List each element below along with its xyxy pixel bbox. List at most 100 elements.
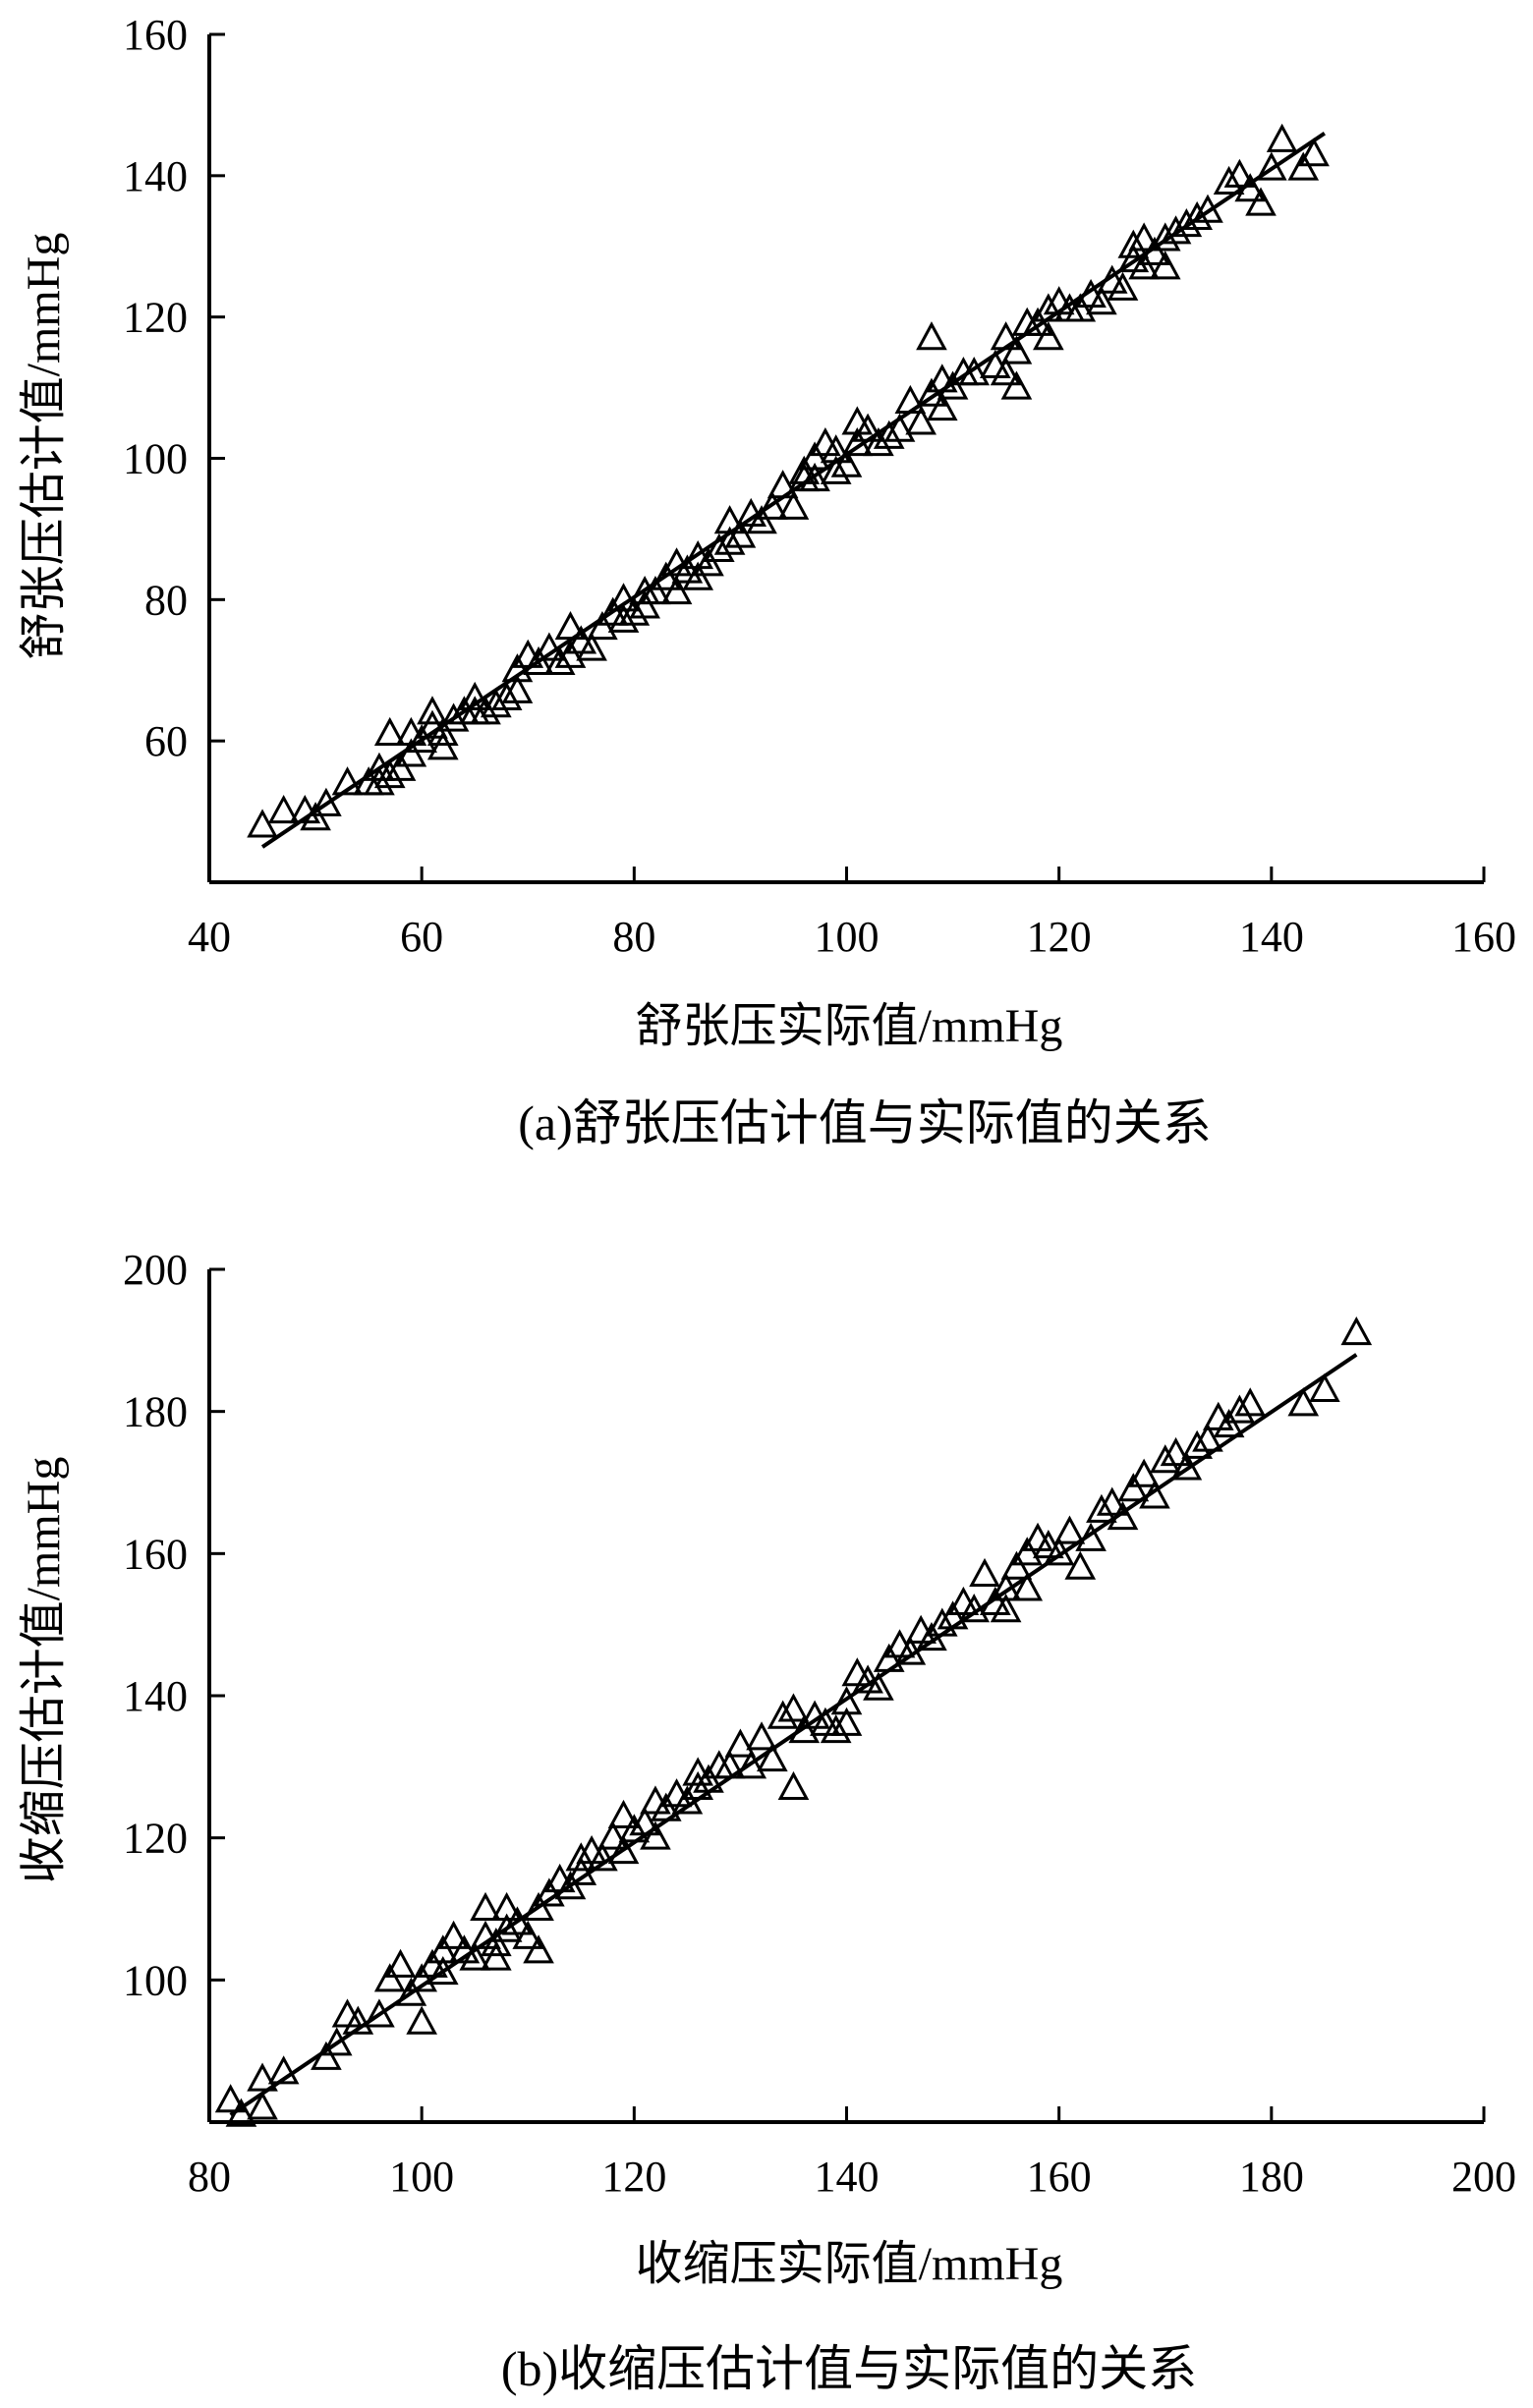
panel-b-data-point: [523, 1891, 554, 1921]
panel-b-data-point: [364, 1998, 395, 2028]
panel-a-data-point: [437, 702, 470, 732]
panel-a-data-point: [470, 696, 501, 725]
panel-b-data-point: [565, 1856, 597, 1885]
panel-b-data-point: [1128, 1458, 1160, 1487]
panel-b-data-point: [437, 1920, 470, 1949]
panel-b-data-point: [267, 2055, 300, 2085]
panel-b-data-point: [587, 1842, 618, 1872]
panel-b-data-point: [820, 1714, 852, 1744]
panel-a-data-point: [1245, 187, 1277, 216]
panel-a-x-tick-label: 60: [400, 913, 443, 961]
panel-b-ylabel: 收缩压估计值/mmHg: [18, 1457, 70, 1884]
panel-a-data-point: [1000, 370, 1033, 400]
panel-b-data-point: [746, 1721, 777, 1751]
panel-a-data-point: [1022, 307, 1053, 336]
panel-b-data-point: [1213, 1408, 1245, 1438]
panel-a-data-point: [364, 766, 395, 796]
panel-a-data-point: [426, 716, 459, 746]
panel-b-data-point: [629, 1807, 660, 1836]
panel-b-data-point: [757, 1742, 788, 1772]
panel-b-data-point: [937, 1600, 969, 1630]
panel-b-data-point: [894, 1636, 927, 1665]
panel-b-data-point: [554, 1871, 587, 1900]
panel-b-data-point: [395, 1977, 427, 2006]
panel-b-data-point: [225, 2098, 257, 2127]
panel-a-data-point: [873, 420, 905, 449]
panel-a-data-point: [905, 406, 937, 435]
panel-b-data-point: [693, 1764, 724, 1793]
panel-b-data-point: [490, 1913, 523, 1942]
panel-b-marks: 80 100 120 140 160 180 200 100 120 140 160 180 200: [123, 1246, 1516, 2201]
panel-a-data-point: [1287, 151, 1320, 181]
panel-b-x-tick-label: 140: [815, 2153, 880, 2201]
panel-a-data-point: [830, 448, 863, 477]
panel-b-data-point: [916, 1621, 947, 1652]
panel-a-data-point: [247, 809, 278, 838]
panel-a-data-point: [576, 632, 607, 661]
chart-panel-b: 80 100 120 140 160 180 200 100 120 140 160 180 200 收…: [18, 1246, 1516, 2396]
panel-a-data-point: [384, 752, 417, 781]
panel-b-data-point: [311, 2041, 342, 2070]
panel-a-data-point: [990, 321, 1022, 351]
panel-b-data-point: [501, 1906, 534, 1935]
panel-b-data-point: [565, 1842, 597, 1872]
panel-b-x-tick-label: 160: [1027, 2153, 1092, 2201]
panel-b-data-point: [406, 1963, 437, 1992]
panel-b-xlabel: 收缩压实际值/mmHg: [636, 2238, 1063, 2290]
panel-b-data-point: [384, 1948, 417, 1978]
panel-a-data-point: [534, 632, 565, 661]
panel-b-data-point: [459, 1941, 491, 1971]
panel-a-data-point: [554, 610, 587, 641]
panel-a-data-point: [703, 532, 735, 562]
panel-b-data-point: [426, 1955, 459, 1986]
panel-a-data-point: [501, 674, 534, 703]
panel-b-data-point: [830, 1707, 863, 1736]
panel-b-data-point: [1139, 1480, 1170, 1509]
panel-b-x-tick-label: 80: [188, 2153, 231, 2201]
panel-a-data-point: [746, 505, 777, 534]
panel-a-x-tick-label: 120: [1027, 913, 1092, 961]
panel-a-data-point: [799, 462, 830, 492]
panel-a-data-point: [587, 610, 618, 641]
panel-b-data-point: [481, 1941, 512, 1971]
panel-a-data-point: [682, 561, 714, 590]
panel-b-data-point: [1043, 1537, 1075, 1566]
panel-b-data-point: [1170, 1451, 1203, 1481]
panel-a-y-tick-label: 100: [123, 435, 188, 483]
panel-b-data-point: [735, 1750, 767, 1779]
panel-b-data-point: [873, 1643, 905, 1672]
panel-b-data-point: [1117, 1473, 1150, 1502]
panel-b-data-point: [1287, 1387, 1320, 1417]
panel-a-data-point: [1181, 200, 1213, 230]
panel-a-data-point: [300, 802, 331, 831]
panel-a-data-point: [757, 490, 788, 520]
panel-b-data-point: [1223, 1394, 1256, 1424]
panel-a-data-point: [1149, 222, 1181, 252]
panel-a-x-tick-label: 40: [188, 913, 231, 961]
panel-a-y-tick-label: 60: [144, 717, 188, 765]
panel-b-data-point: [481, 1928, 512, 1957]
panel-a-data-point: [799, 441, 830, 471]
panel-b-data-point: [724, 1728, 757, 1758]
panel-a-marks: 40 60 80 100 120 140 160 60 80 100 120 140 160: [123, 11, 1516, 961]
panel-a-data-point: [916, 321, 947, 351]
panel-a-caption: (a)舒张压估计值与实际值的关系: [518, 1095, 1212, 1150]
panel-a-data-point: [1139, 236, 1170, 265]
panel-a-y-tick-label: 160: [123, 11, 188, 59]
panel-b-data-point: [958, 1594, 991, 1623]
panel-a-data-point: [395, 738, 427, 767]
panel-b-data-point: [373, 1963, 406, 1992]
panel-b-data-point: [1000, 1550, 1033, 1580]
panel-a-data-point: [543, 645, 576, 676]
panel-a-data-point: [1033, 293, 1064, 322]
panel-a-data-point: [693, 547, 724, 577]
panel-a-data-point: [1170, 208, 1203, 238]
panel-a-x-tick-label: 80: [612, 913, 655, 961]
panel-b-x-tick-label: 120: [601, 2153, 666, 2201]
panel-b-data-point: [682, 1770, 714, 1801]
panel-a-data-point: [490, 681, 523, 711]
panel-b-data-point: [490, 1891, 523, 1921]
panel-b-data-point: [713, 1750, 746, 1779]
panel-b-data-point: [1086, 1493, 1117, 1523]
